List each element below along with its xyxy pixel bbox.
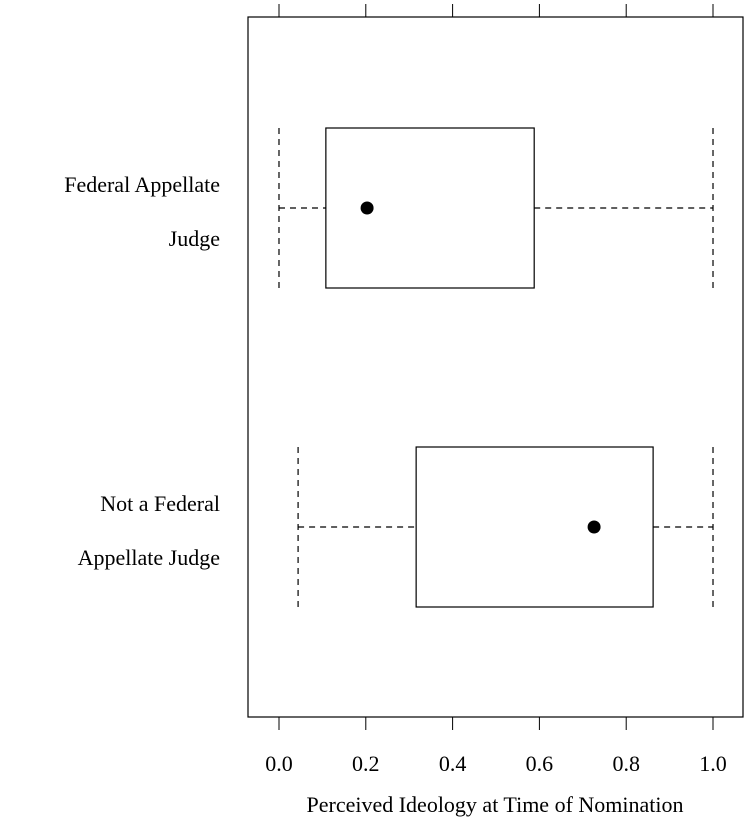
x-axis-label: Perceived Ideology at Time of Nomination — [307, 792, 684, 817]
y-tick-label: Federal Appellate — [64, 172, 220, 197]
x-tick-label: 0.2 — [352, 751, 380, 776]
y-tick-label: Not a Federal — [100, 491, 220, 516]
x-tick-label: 0.4 — [439, 751, 467, 776]
x-tick-label: 1.0 — [699, 751, 727, 776]
box — [325, 127, 535, 289]
box — [415, 446, 654, 608]
x-tick-label: 0.0 — [265, 751, 293, 776]
y-tick-label: Judge — [169, 226, 220, 251]
x-tick-label: 0.6 — [526, 751, 554, 776]
plot-frame — [247, 16, 744, 718]
median — [360, 201, 374, 215]
y-tick-label: Appellate Judge — [78, 545, 220, 570]
median — [587, 520, 601, 534]
x-tick-label: 0.8 — [612, 751, 640, 776]
